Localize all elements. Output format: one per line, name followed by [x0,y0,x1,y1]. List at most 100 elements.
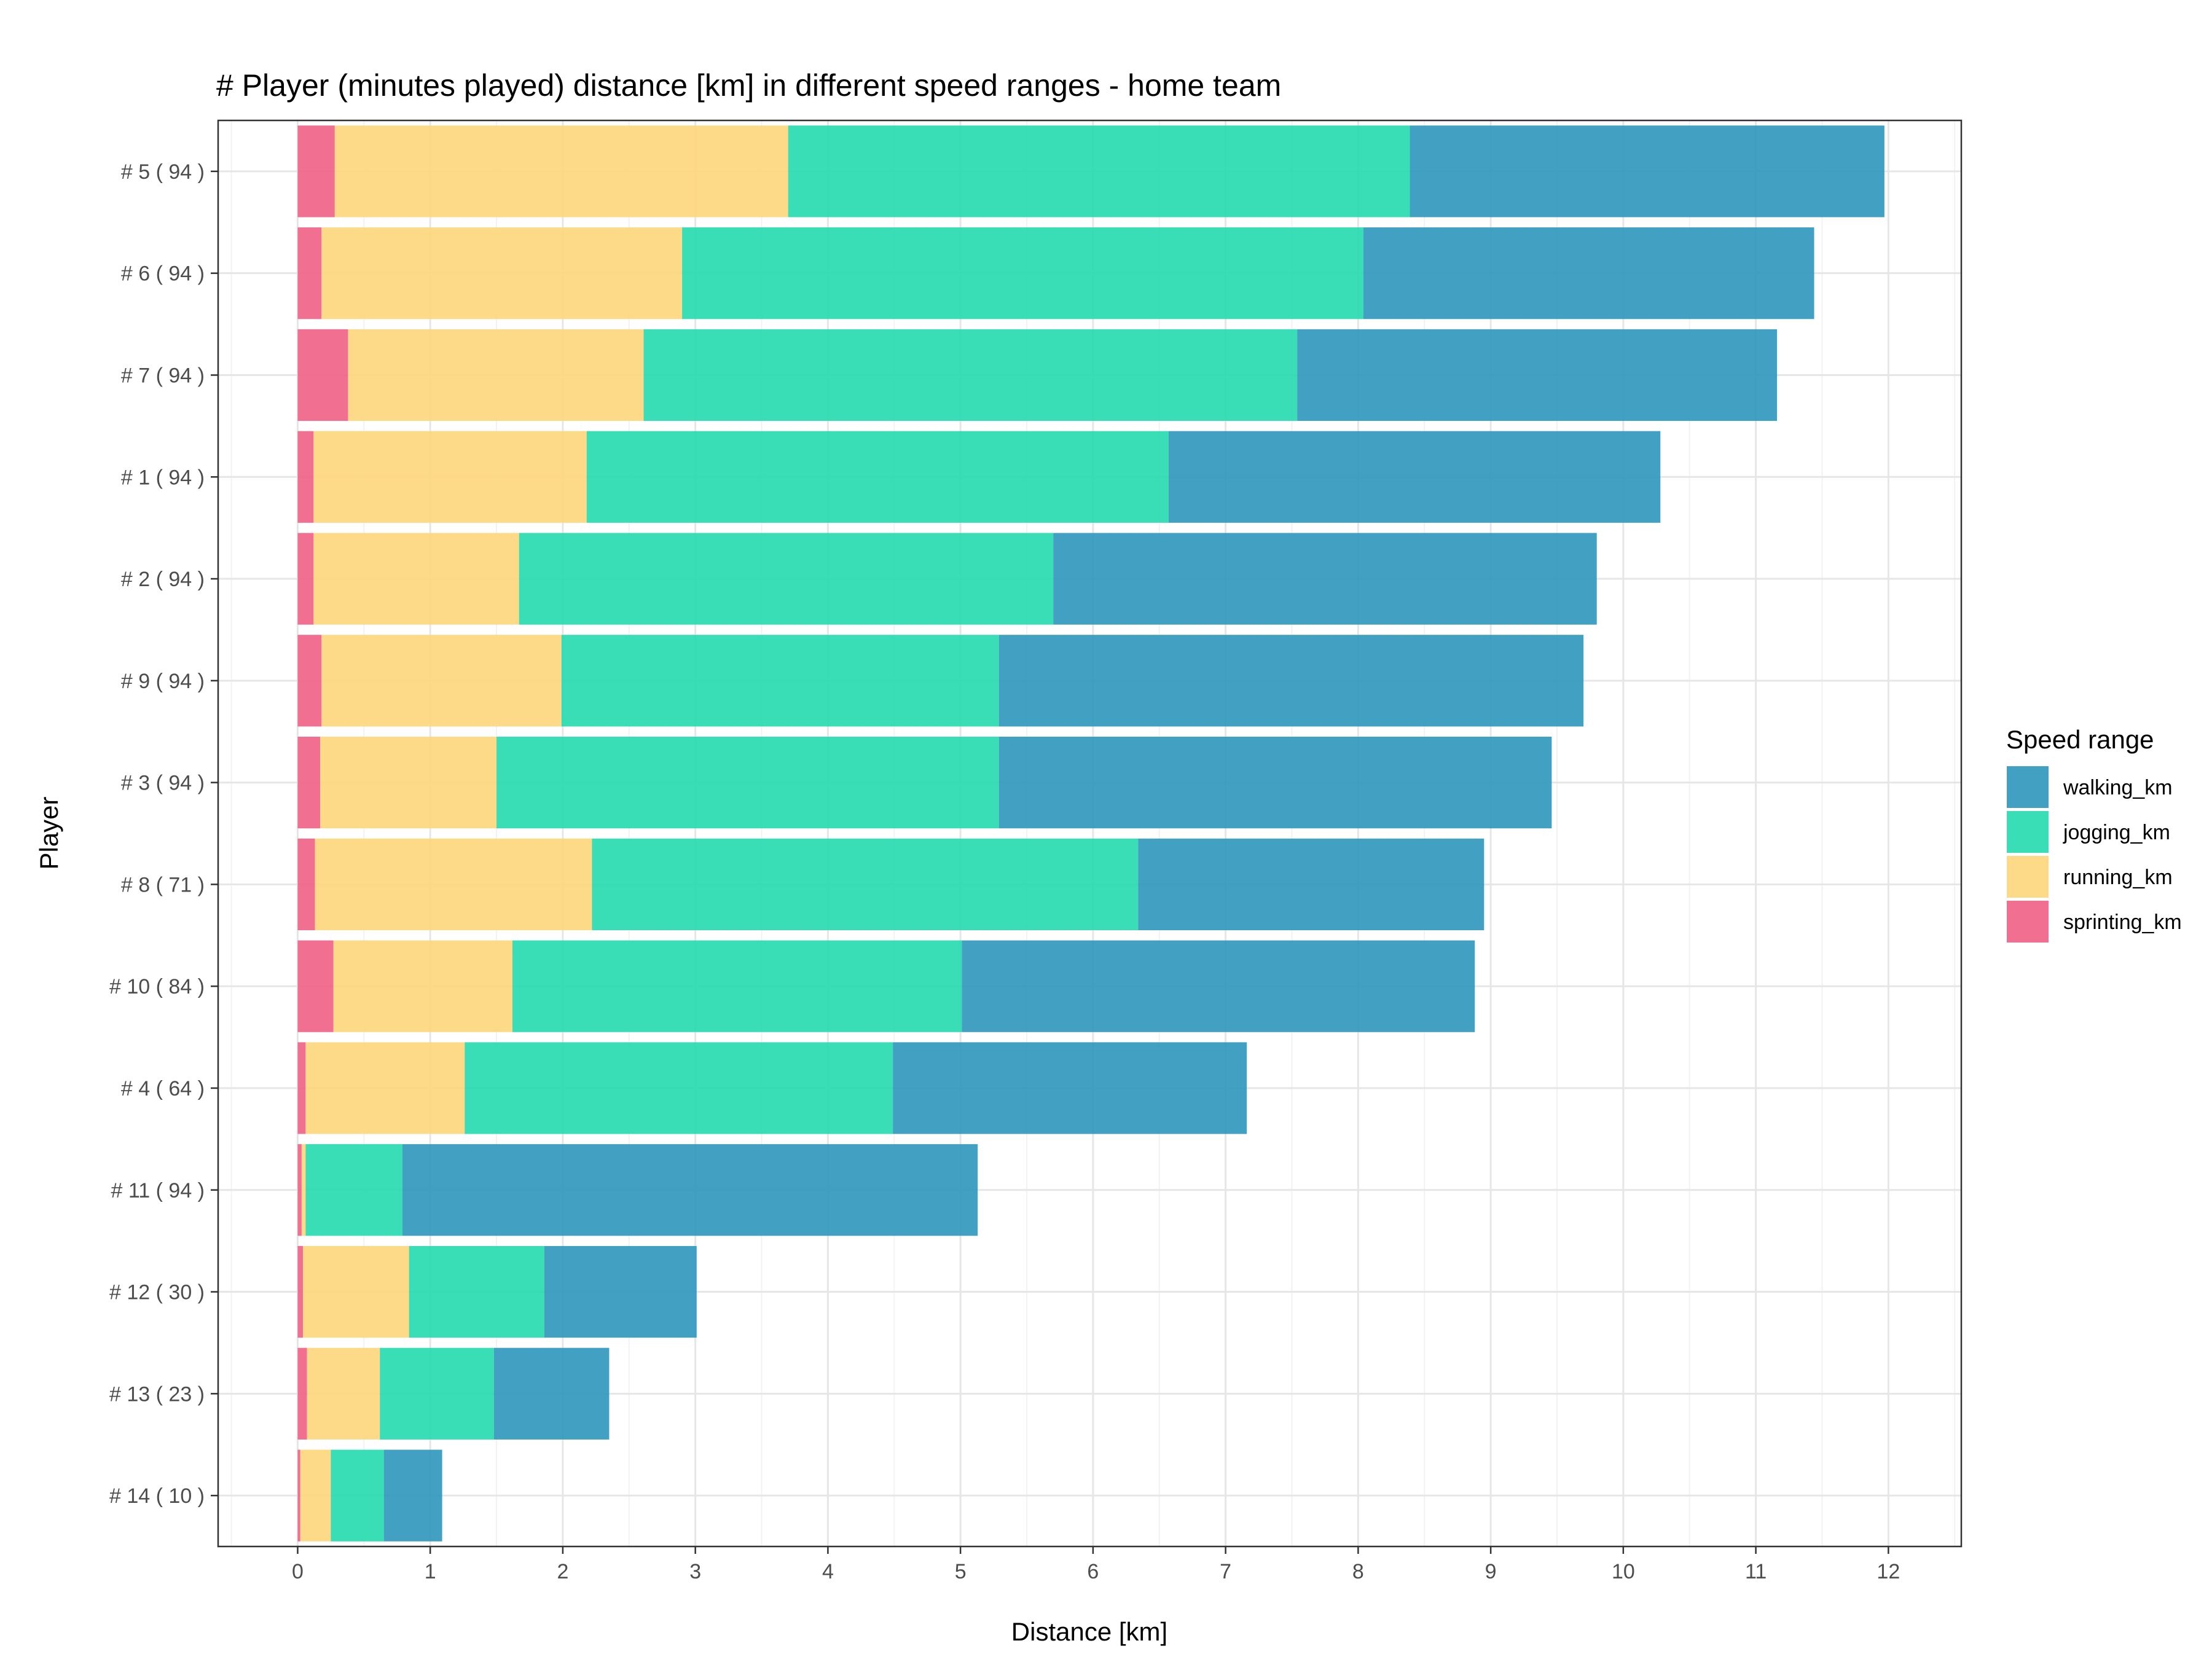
bar-segment-jogging [788,125,1410,218]
bar-segment-sprinting [297,1042,306,1134]
bar-segment-running [313,431,587,523]
x-tick-label: 5 [955,1560,967,1583]
bar-segment-sprinting [297,329,348,421]
bar-segment-running [315,838,592,930]
y-tick-label: # 12 ( 30 ) [109,1281,205,1304]
bar-segment-walking [1363,227,1814,319]
y-tick-label: # 13 ( 23 ) [109,1382,205,1406]
bar-segment-jogging [643,329,1298,421]
legend-label: jogging_km [2063,821,2170,844]
y-tick-label: # 5 ( 94 ) [121,160,205,184]
x-tick-label: 4 [822,1560,834,1583]
bar-segment-running [300,1449,331,1542]
bar-segment-walking [893,1042,1247,1134]
bar-segment-sprinting [297,533,314,625]
x-tick-label: 9 [1485,1560,1497,1583]
bars-layer [297,125,1885,1542]
x-tick-label: 0 [292,1560,304,1583]
bar-segment-jogging [682,227,1364,319]
bar-segment-walking [998,737,1552,829]
y-axis-label: Player [34,796,63,869]
bar-segment-walking [1168,431,1661,523]
legend: Speed range walking_km jogging_km running_… [2006,725,2182,943]
bar-segment-running [348,329,644,421]
chart-title: # Player (minutes played) distance [km] … [216,68,1281,103]
bar-segment-running [321,635,562,727]
bar-segment-sprinting [297,1449,300,1542]
bar-segment-running [301,1144,306,1236]
y-tick-label: # 3 ( 94 ) [121,772,205,795]
bar-segment-walking [1053,533,1597,625]
bar-segment-walking [1138,838,1484,930]
y-tick-label: # 1 ( 94 ) [121,466,205,489]
x-tick-label: 2 [557,1560,568,1583]
y-tick-label: # 14 ( 10 ) [109,1484,205,1508]
legend-label: running_km [2063,866,2173,889]
bar-segment-sprinting [297,838,315,930]
y-tick-label: # 10 ( 84 ) [109,975,205,998]
bar-segment-running [333,940,512,1032]
bar-segment-running [313,533,519,625]
bar-segment-jogging [305,1144,402,1236]
bar-segment-walking [383,1449,442,1542]
bar-segment-jogging [561,635,999,727]
y-tick-label: # 8 ( 71 ) [121,873,205,896]
x-tick-label: 7 [1220,1560,1231,1583]
bar-segment-walking [962,940,1475,1032]
bar-segment-jogging [496,737,999,829]
bar-segment-running [321,227,683,319]
x-tick-label: 11 [1745,1560,1767,1583]
y-tick-label: # 6 ( 94 ) [121,262,205,286]
bar-segment-walking [1297,329,1778,421]
bar-segment-walking [402,1144,978,1236]
plot-panel-border [217,119,1963,1548]
legend-swatch-walking [2007,766,2049,808]
bar-segment-jogging [331,1449,384,1542]
bar-segment-sprinting [297,227,322,319]
bar-segment-sprinting [297,431,314,523]
bar-segment-running [320,737,497,829]
x-tick-label: 3 [689,1560,701,1583]
x-tick-label: 1 [425,1560,436,1583]
y-tick-label: # 9 ( 94 ) [121,670,205,693]
x-tick-label: 8 [1352,1560,1364,1583]
legend-swatch-running [2007,856,2049,898]
x-tick-label: 10 [1612,1560,1635,1583]
y-axis: # 5 ( 94 ) # 6 ( 94 ) # 7 ( 94 ) # 1 ( 94 )… [109,160,218,1508]
bar-segment-jogging [380,1347,494,1440]
bar-segment-sprinting [297,1347,307,1440]
bar-segment-jogging [512,940,962,1032]
legend-swatch-jogging [2007,811,2049,853]
bar-segment-jogging [586,431,1169,523]
legend-label: sprinting_km [2063,911,2182,934]
bar-segment-jogging [592,838,1139,930]
legend-title: Speed range [2006,725,2154,754]
x-axis-label: Distance [km] [1011,1617,1167,1646]
x-tick-label: 12 [1877,1560,1900,1583]
bar-segment-running [303,1245,409,1338]
bar-segment-walking [998,635,1584,727]
bar-segment-running [307,1347,380,1440]
bar-segment-walking [544,1245,697,1338]
y-tick-label: # 2 ( 94 ) [121,568,205,591]
bar-segment-jogging [519,533,1054,625]
bar-segment-sprinting [297,125,335,218]
bar-segment-sprinting [297,1144,302,1236]
bar-segment-running [305,1042,465,1134]
bar-segment-sprinting [297,940,334,1032]
bar-segment-walking [493,1347,610,1440]
y-tick-label: # 11 ( 94 ) [111,1179,205,1202]
legend-swatch-sprinting [2007,901,2049,943]
x-tick-label: 6 [1087,1560,1099,1583]
bar-segment-jogging [409,1245,544,1338]
y-tick-label: # 4 ( 64 ) [121,1077,205,1100]
bar-segment-sprinting [297,1245,304,1338]
bar-segment-sprinting [297,635,322,727]
legend-label: walking_km [2063,776,2173,799]
bar-segment-jogging [465,1042,893,1134]
bar-segment-running [334,125,788,218]
bar-segment-sprinting [297,737,321,829]
x-axis: 0 1 2 3 4 5 6 7 8 9 10 11 12 [292,1546,1900,1583]
